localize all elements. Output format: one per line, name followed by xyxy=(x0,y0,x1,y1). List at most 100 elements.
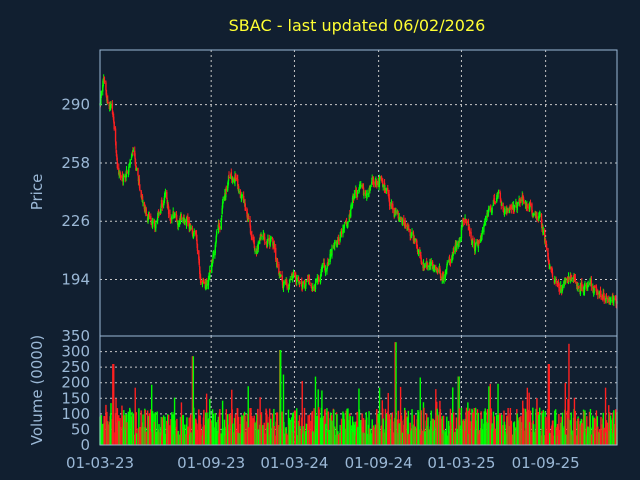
volume-bar xyxy=(600,416,602,445)
candle-body xyxy=(481,232,483,237)
volume-bar xyxy=(211,409,214,445)
volume-bar xyxy=(282,374,285,445)
volume-bar xyxy=(247,427,250,445)
candle-body xyxy=(331,248,333,256)
candle-body xyxy=(449,262,452,264)
candle-body xyxy=(343,224,346,229)
candle-body xyxy=(242,195,245,203)
volume-bar xyxy=(497,383,499,445)
volume-bar xyxy=(379,431,381,445)
volume-bar xyxy=(188,417,190,445)
candle-body xyxy=(587,284,589,288)
candle-body xyxy=(128,166,130,173)
candle-body xyxy=(488,205,490,212)
candle-body xyxy=(584,284,586,288)
volume-bar xyxy=(404,411,407,445)
volume-bar xyxy=(558,413,560,445)
candle-body xyxy=(342,228,345,230)
candle-body xyxy=(212,254,215,256)
candle-body xyxy=(269,240,271,246)
candle-body xyxy=(289,278,291,283)
volume-bar xyxy=(574,410,577,445)
candle-body xyxy=(464,218,466,220)
volume-bar xyxy=(123,410,125,445)
volume-bar xyxy=(315,415,317,445)
candle-body xyxy=(347,221,349,224)
volume-bar xyxy=(614,409,617,445)
volume-bar xyxy=(140,410,142,445)
volume-bar xyxy=(199,424,202,445)
candle-body xyxy=(510,205,513,210)
volume-bar xyxy=(536,398,538,445)
candle-body xyxy=(401,219,404,225)
volume-bar xyxy=(395,342,397,445)
candle-body xyxy=(382,184,384,188)
volume-bar xyxy=(414,426,416,445)
volume-bar xyxy=(110,403,112,445)
candle-body xyxy=(128,165,130,167)
candle-body xyxy=(212,255,214,261)
candle-body xyxy=(254,251,256,253)
volume-bar xyxy=(565,434,567,445)
candle-body xyxy=(102,79,104,87)
volume-bar xyxy=(497,414,500,445)
candle-body xyxy=(258,238,261,244)
volume-bar xyxy=(589,408,592,445)
candle-body xyxy=(286,284,288,289)
volume-bar xyxy=(427,417,429,445)
candle-body xyxy=(497,192,500,194)
candle-body xyxy=(574,278,577,281)
candle-body xyxy=(222,200,224,204)
volume-bar xyxy=(368,411,370,445)
volume-bar xyxy=(292,412,295,445)
volume-bar xyxy=(520,415,522,445)
candle-body xyxy=(501,204,503,206)
candle-body xyxy=(340,231,343,234)
volume-bar xyxy=(509,407,512,445)
volume-bar xyxy=(556,423,559,445)
volume-bar xyxy=(510,420,513,445)
candle-body xyxy=(141,196,144,201)
volume-bar xyxy=(116,408,119,445)
volume-bar xyxy=(307,415,309,445)
volume-bar xyxy=(314,376,317,445)
candle-body xyxy=(244,206,247,211)
candle-body xyxy=(241,194,243,196)
candle-body xyxy=(334,242,336,243)
volume-bar xyxy=(240,416,242,445)
volume-bar xyxy=(135,433,138,445)
candle-body xyxy=(565,278,567,281)
price-candles xyxy=(99,74,618,309)
volume-bar xyxy=(456,428,458,445)
volume-bar xyxy=(492,411,495,445)
candle-body xyxy=(253,240,255,245)
volume-bar xyxy=(107,421,109,445)
candle-body xyxy=(305,280,308,282)
candle-body xyxy=(225,188,227,191)
candle-body xyxy=(388,193,390,202)
candle-body xyxy=(161,203,163,207)
candle-body xyxy=(452,252,454,256)
candle-body xyxy=(392,204,394,210)
volume-bar xyxy=(313,408,315,445)
volume-bar xyxy=(376,409,378,445)
candle-body xyxy=(458,242,460,244)
candle-body xyxy=(355,188,357,193)
candle-body xyxy=(431,261,434,269)
volume-bar xyxy=(247,386,249,445)
volume-bar xyxy=(331,420,333,445)
candle-body xyxy=(219,227,221,228)
volume-bar xyxy=(294,410,297,445)
candle-body xyxy=(113,121,115,130)
candle-body xyxy=(568,277,570,280)
volume-bar xyxy=(491,423,493,445)
volume-bar xyxy=(226,414,229,445)
volume-bar xyxy=(311,411,313,445)
volume-bar xyxy=(164,433,167,445)
candle-body xyxy=(105,89,108,97)
volume-bar xyxy=(281,416,284,445)
candle-body xyxy=(142,202,144,204)
volume-bar xyxy=(340,418,343,445)
candle-body xyxy=(302,281,304,284)
